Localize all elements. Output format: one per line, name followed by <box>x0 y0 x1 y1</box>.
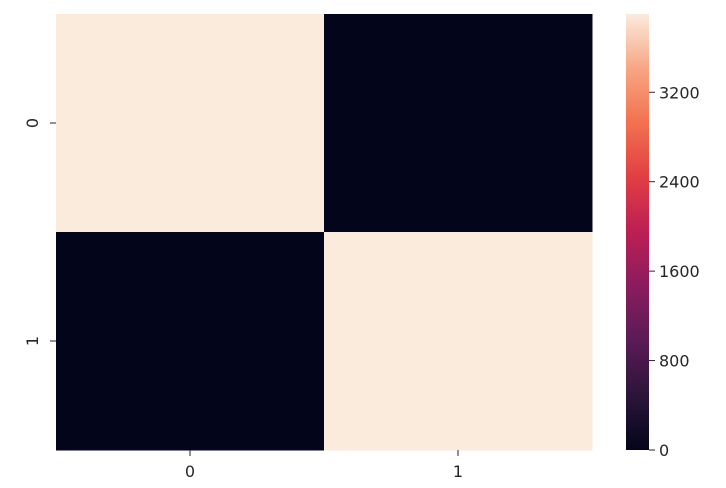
colorbar-tick-label: 1600 <box>659 262 700 281</box>
colorbar-tick-label: 800 <box>659 352 690 371</box>
y-tick-label: 0 <box>23 118 42 128</box>
y-axis: 01 <box>23 118 56 346</box>
colorbar-tick-label: 2400 <box>659 173 700 192</box>
colorbar: 0 800 1600 2400 3200 <box>626 14 700 460</box>
x-tick-label: 0 <box>185 462 195 481</box>
heatmap-cell-0-1 <box>324 14 593 233</box>
colorbar-tick-label: 3200 <box>659 83 700 102</box>
heatmap-cells <box>56 14 593 451</box>
heatmap-cell-0-0 <box>56 14 325 233</box>
colorbar-tick-label: 0 <box>659 441 669 460</box>
x-tick-label: 1 <box>453 462 463 481</box>
colorbar-gradient <box>626 14 649 450</box>
y-tick-label: 1 <box>23 336 42 346</box>
heatmap-cell-1-0 <box>56 232 325 451</box>
heatmap-cell-1-1 <box>324 232 593 451</box>
